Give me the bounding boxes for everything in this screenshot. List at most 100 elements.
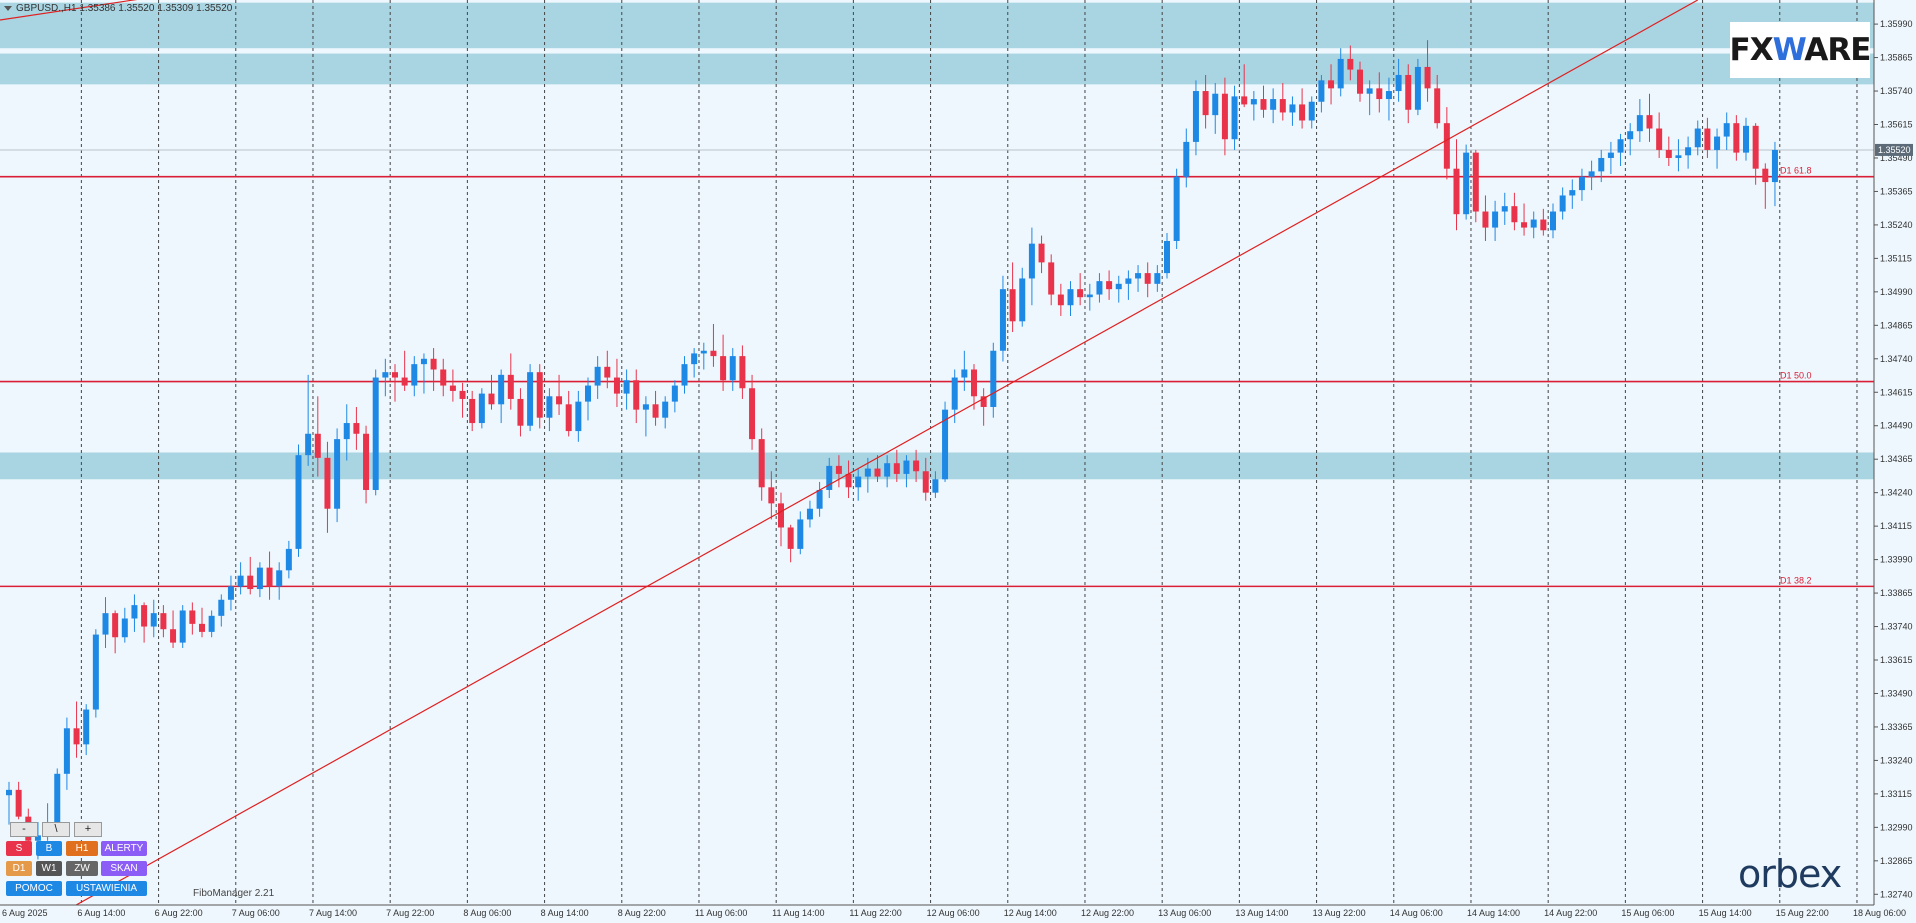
candle-body [1646,115,1653,129]
candle-body [778,503,784,528]
y-tick-label: 1.35865 [1880,53,1913,63]
candle-body [1202,91,1209,116]
current-price-badge [1875,143,1913,156]
candle-body [613,377,620,394]
x-tick-label: 15 Aug 06:00 [1621,908,1674,918]
candle-body [556,396,563,405]
candle-body [392,372,398,378]
sr-zone [0,2,1874,49]
candle-body [623,380,630,394]
candle-body [266,567,273,587]
zoom-out-button[interactable]: - [10,822,38,837]
x-tick-label: 8 Aug 06:00 [463,908,511,918]
candle-body [1424,66,1431,89]
candle-body [565,404,572,432]
settings-button[interactable]: USTAWIENIA [66,881,147,896]
candle-body [34,835,41,841]
candle-body [971,369,977,397]
candle-body [1530,219,1537,228]
y-tick-label: 1.34990 [1880,287,1913,297]
candle-body [1096,281,1103,295]
y-tick-label: 1.35990 [1880,19,1913,29]
x-tick-label: 14 Aug 22:00 [1544,908,1597,918]
y-tick-label: 1.34865 [1880,320,1913,330]
candle-body [546,396,553,418]
candle-body [720,356,727,381]
dropdown-triangle-icon[interactable] [4,5,12,11]
candle-body [913,460,920,472]
candle-body [382,372,389,378]
timeframe-h1-button[interactable]: H1 [66,841,98,856]
candle-body [1308,101,1315,121]
y-tick-label: 1.35115 [1880,253,1912,263]
sell-button[interactable]: S [6,841,32,856]
x-tick-label: 14 Aug 14:00 [1467,908,1520,918]
candle-body [1405,74,1412,110]
candle-body [1009,289,1016,322]
candle-body [1086,294,1093,298]
candle-body [1357,69,1363,94]
help-button[interactable]: POMOC [6,881,62,896]
zw-button[interactable]: ZW [66,861,98,876]
zoom-in-button[interactable]: + [74,822,102,837]
timeframe-d1-button[interactable]: D1 [6,861,32,876]
x-tick-label: 13 Aug 22:00 [1313,908,1366,918]
candle-body [1414,66,1421,110]
candle-body [1337,58,1344,89]
candle-body [1675,155,1682,158]
candle-body [855,476,862,488]
buy-button[interactable]: B [36,841,62,856]
y-tick-label: 1.33615 [1880,655,1913,665]
y-tick-label: 1.33990 [1880,555,1913,565]
candle-body [305,433,312,456]
candle-body [1270,99,1277,110]
candle-body [295,455,302,549]
candle-body [92,634,99,710]
candle-body [1183,141,1190,177]
candle-body [681,364,688,386]
logo-text-w: W [1772,32,1806,68]
scan-button[interactable]: SKAN [101,861,147,876]
sr-zone [0,53,1874,85]
candle-body [1077,289,1084,298]
candle-body [1318,80,1325,102]
x-tick-label: 7 Aug 22:00 [386,908,434,918]
candle-body [749,388,756,440]
alerts-button[interactable]: ALERTY [101,841,147,856]
candle-body [449,385,456,391]
candle-body [1463,152,1470,215]
candle-body [1588,171,1595,177]
candle-body [942,409,949,480]
candle-body [420,358,427,365]
x-tick-label: 12 Aug 06:00 [927,908,980,918]
candle-body [1743,125,1749,153]
candle-body [1395,74,1402,92]
candle-body [1569,190,1576,196]
y-tick-label: 1.33365 [1880,722,1913,732]
candle-body [1434,88,1441,124]
x-tick-label: 12 Aug 22:00 [1081,908,1134,918]
candle-body [594,366,601,386]
candle-body [1385,91,1392,100]
x-tick-label: 8 Aug 14:00 [541,908,589,918]
candle-body [1260,99,1267,110]
timeframe-w1-button[interactable]: W1 [36,861,62,876]
candle-body [1443,123,1450,169]
candle-body [334,439,341,509]
candle-body [951,377,958,410]
candle-body [700,350,707,354]
x-tick-label: 6 Aug 14:00 [77,908,125,918]
candle-body [1221,93,1228,140]
candle-body [1144,273,1151,284]
candle-body [797,519,804,549]
candle-body [6,789,12,796]
draw-line-button[interactable]: \ [42,822,70,837]
candle-body [806,508,813,520]
candle-body [1733,123,1740,153]
sr-zone [0,452,1874,480]
candle-body [237,575,244,587]
fibo-label: D1 61.8 [1780,166,1812,176]
candle-body [170,629,177,643]
candle-body [1376,88,1383,100]
